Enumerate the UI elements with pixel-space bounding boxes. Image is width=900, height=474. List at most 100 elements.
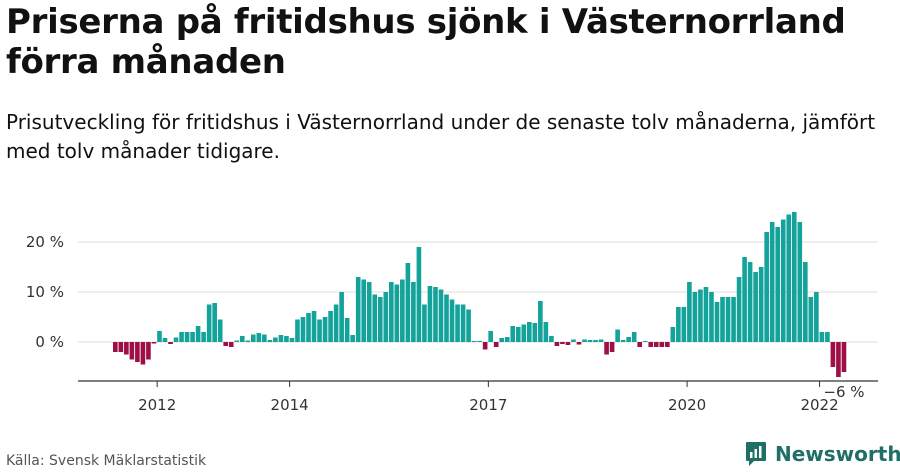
bar (389, 282, 394, 342)
bar (499, 338, 505, 342)
brand-logo: Newsworthy (745, 441, 900, 467)
bar (587, 340, 593, 342)
bar (814, 292, 819, 342)
x-tick-label: 2014 (271, 396, 309, 414)
bar (626, 337, 631, 342)
bar (780, 219, 786, 342)
y-tick-label: 0 % (35, 333, 64, 351)
bar (361, 279, 367, 342)
bar (493, 342, 499, 347)
x-axis-ticks: 2012 2014 2017 2020 2022 (138, 381, 839, 414)
bar (477, 341, 482, 342)
bar (162, 338, 168, 342)
bar (560, 342, 565, 344)
bar (543, 322, 549, 342)
bar (504, 337, 510, 342)
bar (438, 289, 444, 342)
y-tick-label: 20 % (26, 233, 64, 251)
bar (604, 342, 609, 355)
bar (256, 333, 262, 342)
bar (615, 329, 620, 342)
bar (515, 327, 521, 342)
bar (212, 303, 217, 342)
bar (168, 342, 173, 344)
bar (217, 319, 223, 342)
bar (830, 342, 836, 367)
bar (433, 287, 438, 342)
bar (460, 304, 466, 342)
bar (278, 335, 284, 342)
bar (836, 342, 841, 377)
bar (593, 340, 598, 342)
bar (620, 340, 626, 342)
bar (786, 214, 792, 342)
bar (245, 340, 251, 342)
bar (273, 337, 278, 342)
bar (284, 336, 289, 342)
bar (720, 297, 725, 342)
bar (405, 263, 411, 342)
bar (251, 334, 256, 342)
bar (355, 277, 361, 342)
bar (659, 342, 665, 347)
bar (665, 342, 670, 347)
bar (521, 324, 527, 342)
bar (400, 279, 405, 342)
bar (179, 332, 184, 342)
bar (510, 326, 516, 342)
bar (190, 332, 195, 342)
bar (642, 341, 648, 342)
newsworthy-logo-icon (746, 442, 766, 466)
bar (411, 282, 416, 342)
bar (488, 331, 493, 342)
bar (653, 342, 659, 347)
bar (736, 277, 742, 342)
bar (449, 299, 455, 342)
bar (444, 294, 449, 342)
bar (344, 318, 350, 342)
bar (317, 319, 322, 342)
bar (698, 289, 703, 342)
chart-title: Priserna på fritidshus sjönk i Västernor… (6, 2, 846, 82)
bar (151, 342, 157, 344)
bar (135, 342, 140, 362)
bar (803, 262, 808, 342)
bar (350, 335, 355, 342)
bar (118, 342, 124, 352)
bar (687, 282, 692, 342)
bar (576, 342, 582, 345)
bar (455, 304, 460, 342)
bar (571, 339, 576, 342)
bar (797, 222, 803, 342)
bar (322, 317, 328, 342)
bar (306, 313, 311, 342)
bar (146, 342, 151, 360)
bar (598, 339, 604, 342)
x-tick-label: 2022 (800, 396, 838, 414)
bar (714, 302, 720, 342)
bar (764, 232, 769, 342)
bar (703, 287, 709, 342)
bar (383, 292, 389, 342)
bar (206, 304, 212, 342)
bar (289, 338, 295, 342)
bar (791, 212, 797, 342)
bar (267, 340, 273, 342)
bar (422, 304, 427, 342)
source-note: Källa: Svensk Mäklarstatistik (6, 453, 207, 469)
bar (631, 332, 637, 342)
x-tick-label: 2012 (138, 396, 176, 414)
bar (725, 297, 731, 342)
bar (538, 301, 543, 342)
bar (295, 319, 300, 342)
bar (140, 342, 146, 365)
bar (113, 342, 118, 352)
bar (427, 286, 433, 342)
bar (709, 292, 714, 342)
bar (239, 336, 245, 342)
x-tick-label: 2020 (668, 396, 706, 414)
bar (157, 331, 162, 342)
bar (565, 342, 571, 345)
last-value-label: −6 % (823, 383, 864, 401)
bar (637, 342, 643, 347)
